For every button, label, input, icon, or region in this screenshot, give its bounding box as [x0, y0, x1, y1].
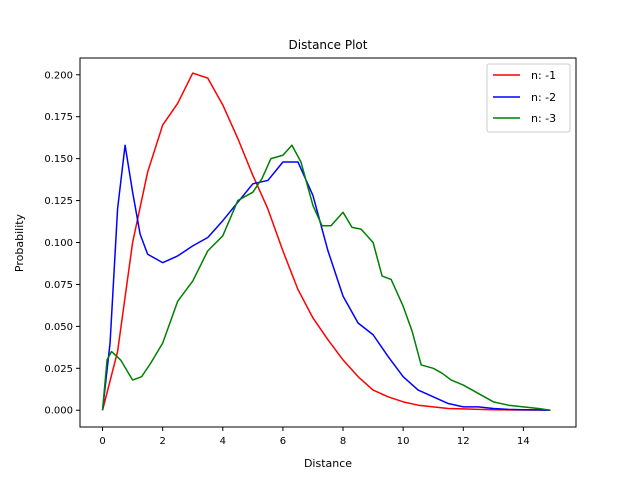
x-tick-label: 4: [220, 436, 226, 447]
x-tick-label: 6: [280, 436, 286, 447]
series-line-3: [101, 144, 551, 411]
y-tick-label: 0.025: [44, 364, 73, 375]
x-tick-label: 12: [457, 436, 470, 447]
y-axis: 0.000 0.025 0.050 0.075 0.100 0.125 0.150 0.175…: [44, 70, 80, 417]
series-line-1: [101, 72, 551, 411]
y-axis-label: Probability: [13, 213, 26, 272]
chart-title: Distance Plot: [289, 38, 368, 52]
y-tick-label: 0.125: [44, 196, 73, 207]
y-tick-label: 0.075: [44, 280, 73, 291]
x-axis: 0 2 4 6 8 10 12 14: [99, 427, 530, 447]
y-tick-label: 0.175: [44, 112, 73, 123]
series-lines: [101, 72, 551, 411]
x-axis-label: Distance: [304, 457, 352, 470]
y-tick-label: 0.000: [44, 406, 73, 417]
legend-box: [486, 63, 571, 133]
legend: n: -1 n: -2 n: -3: [486, 63, 571, 133]
legend-label-n-2: n: -2: [531, 91, 556, 104]
y-tick-label: 0.150: [44, 154, 73, 165]
x-tick-label: 0: [99, 436, 105, 447]
y-tick-label: 0.050: [44, 322, 73, 333]
x-tick-label: 14: [517, 436, 530, 447]
x-tick-label: 10: [397, 436, 410, 447]
y-tick-label: 0.100: [44, 238, 73, 249]
x-tick-label: 2: [159, 436, 165, 447]
y-tick-label: 0.200: [44, 70, 73, 81]
legend-label-n-3: n: -3: [531, 112, 556, 125]
x-tick-label: 8: [340, 436, 346, 447]
legend-label-n-1: n: -1: [531, 69, 556, 82]
